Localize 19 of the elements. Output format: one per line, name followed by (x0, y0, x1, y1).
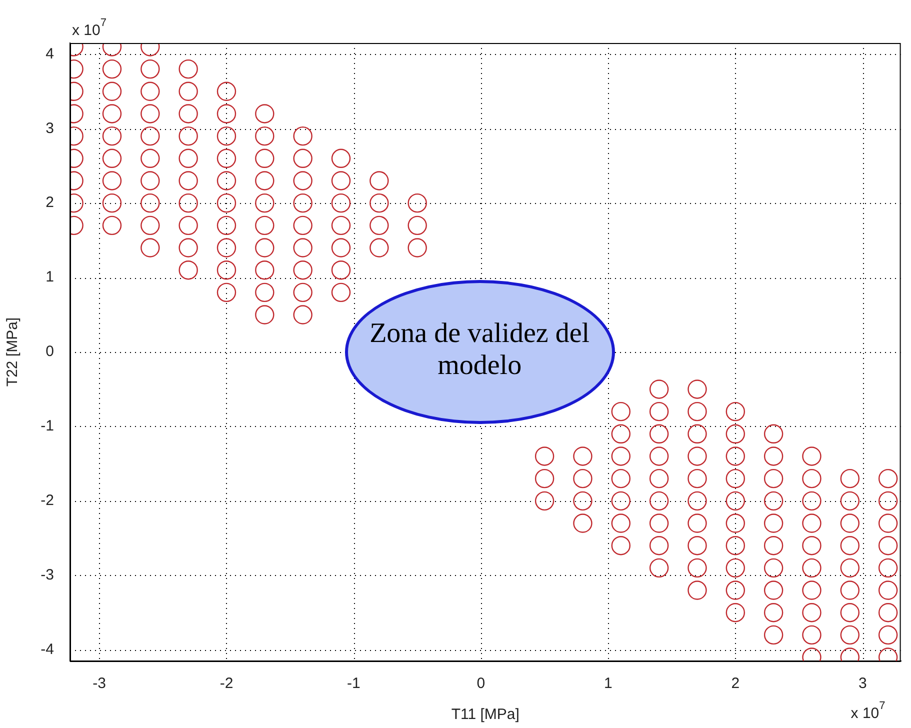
x-tick-label: -1 (347, 675, 360, 692)
x-tick-label: 0 (476, 675, 486, 692)
x-tick-label: -3 (92, 675, 106, 692)
y-tick-label: -1 (40, 418, 54, 435)
y-axis-title: T22 [MPa] (4, 317, 22, 387)
y-tick-label: 2 (46, 194, 54, 212)
x-axis-title: T11 [MPa] (451, 706, 520, 724)
x-tick-label: 3 (858, 675, 867, 692)
y-tick-label: 4 (46, 45, 54, 62)
x-tick-label: -2 (220, 675, 234, 692)
y-tick-label: 1 (46, 268, 54, 286)
y-tick-label: -4 (40, 640, 54, 658)
annotation: Zona de validez del modelo (368, 318, 591, 382)
y-tick-label: -2 (40, 492, 54, 510)
x-tick-label: 1 (604, 675, 612, 692)
y-tick-label: 0 (46, 343, 54, 360)
y-tick-label: 3 (46, 120, 54, 137)
x-tick-label: 2 (731, 675, 740, 692)
y-tick-label: -3 (40, 566, 54, 584)
